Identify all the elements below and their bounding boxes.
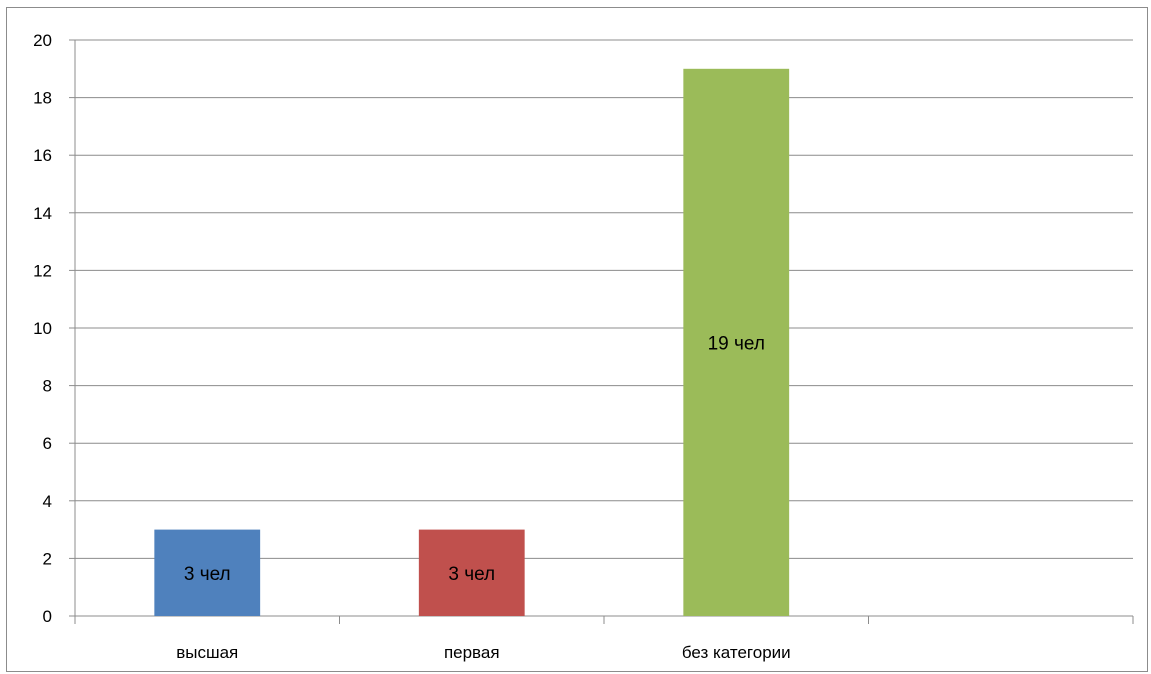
y-tick-label: 12	[33, 261, 52, 280]
x-category-label: высшая	[176, 643, 238, 662]
y-tick-label: 14	[33, 204, 52, 223]
y-tick-label: 18	[33, 89, 52, 108]
y-tick-label: 20	[33, 31, 52, 50]
x-category-label: без категории	[682, 643, 791, 662]
labels: 0 2 4 6 8 10 12 14 16 18 20 3 чел высшая 3 чел первая 1…	[33, 31, 791, 662]
bar	[418, 529, 525, 616]
data-label: 19 чел	[708, 333, 765, 354]
bar	[683, 68, 790, 617]
y-tick-label: 8	[43, 377, 52, 396]
x-category-label: первая	[444, 643, 500, 662]
bar	[154, 529, 261, 616]
gridlines	[75, 39, 1133, 559]
y-tick-label: 16	[33, 146, 52, 165]
data-label: 3 чел	[184, 564, 231, 585]
bars	[154, 68, 790, 617]
data-label: 3 чел	[448, 564, 495, 585]
y-tick-label: 10	[33, 319, 52, 338]
y-tick-label: 2	[43, 549, 52, 568]
y-tick-label: 0	[43, 607, 52, 626]
y-tick-label: 6	[43, 434, 52, 453]
y-tick-label: 4	[43, 492, 52, 511]
